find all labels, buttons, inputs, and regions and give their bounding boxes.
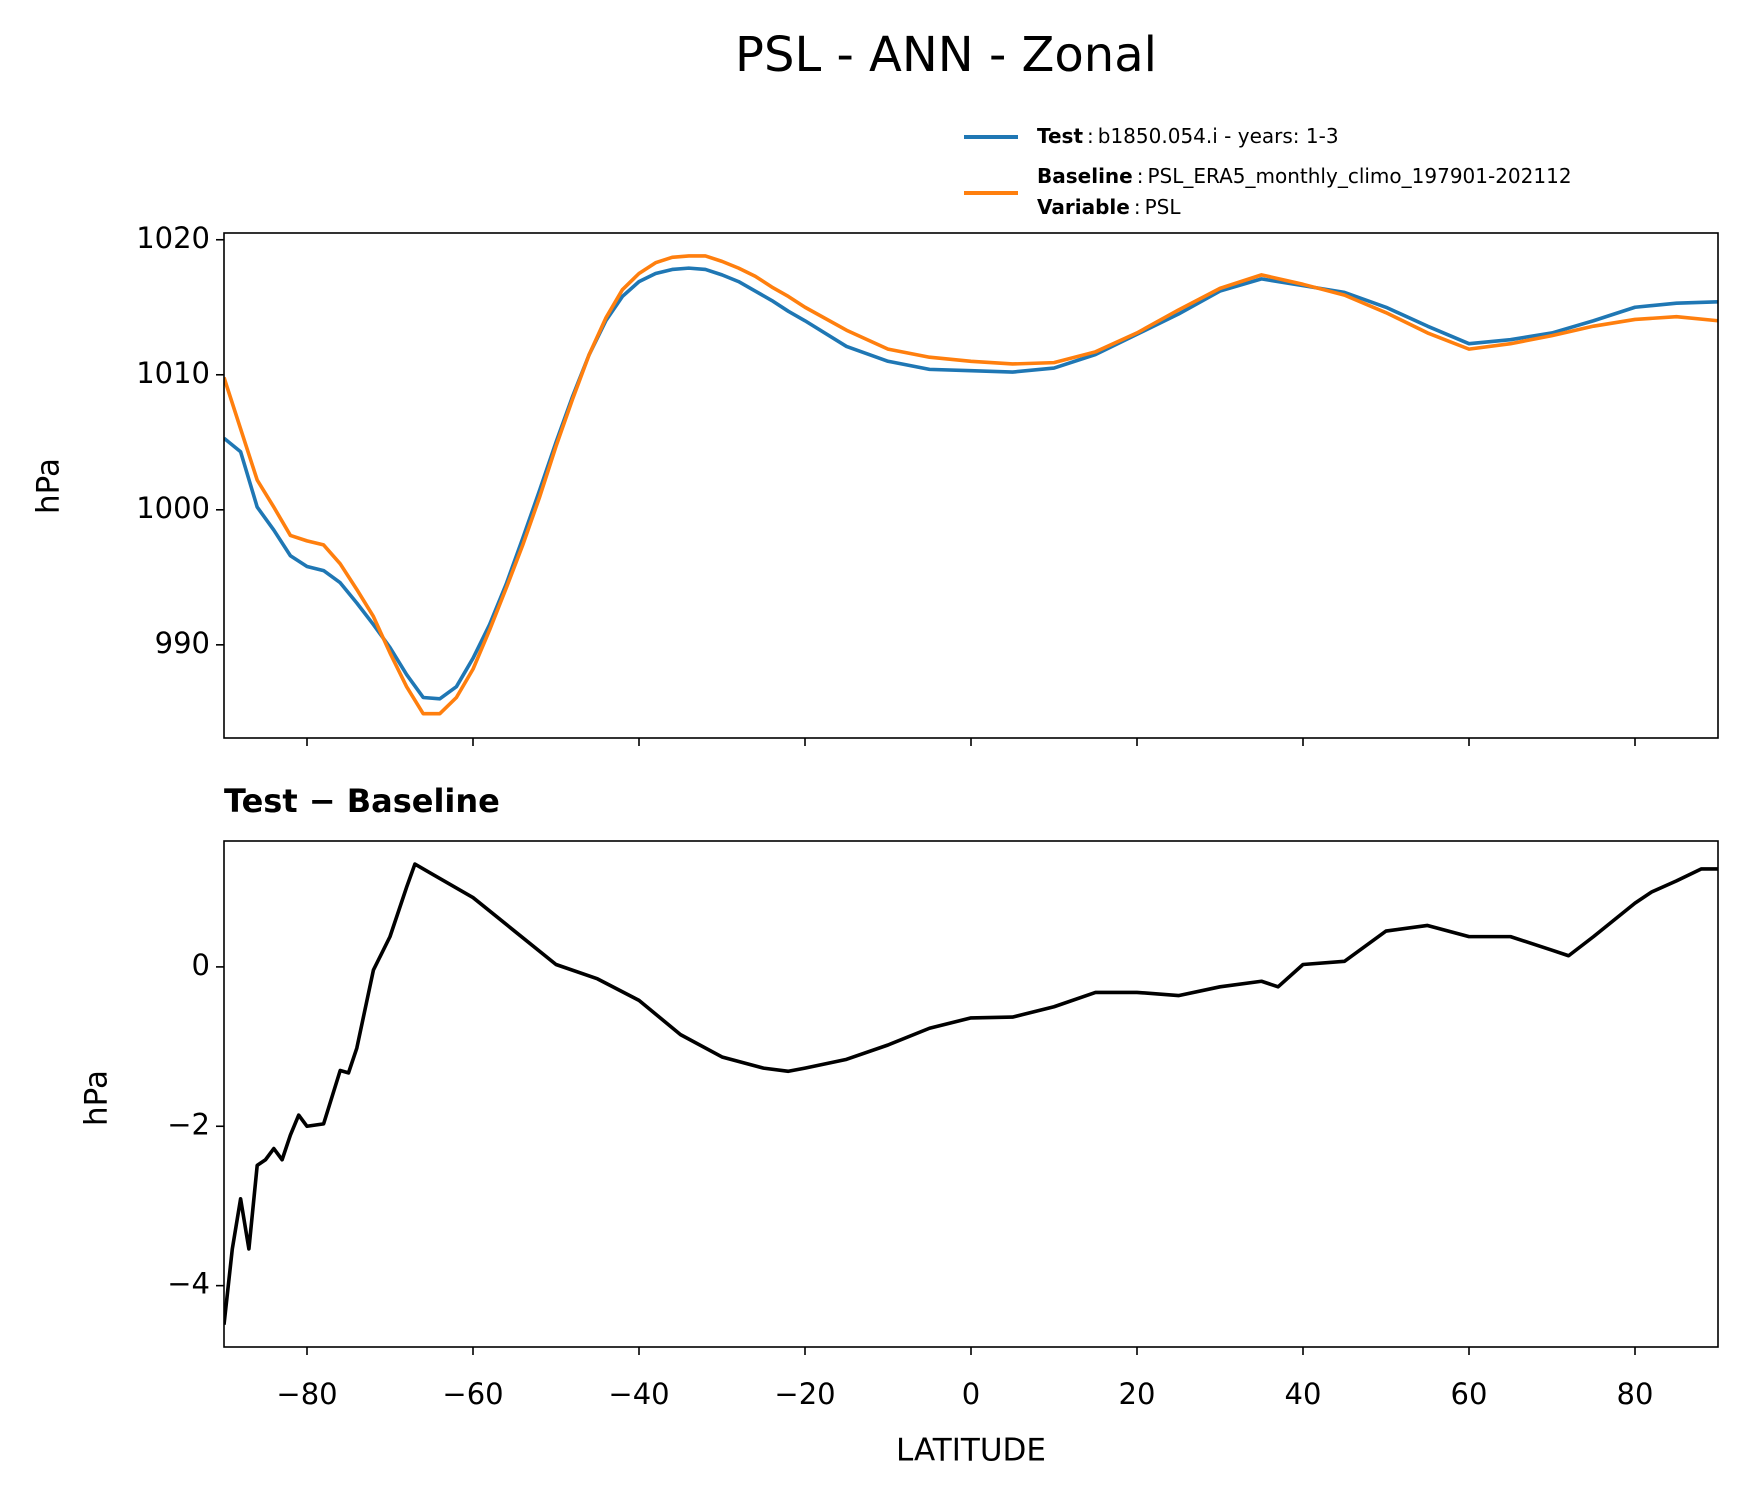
legend-entry: Variable: PSL	[1037, 195, 1181, 219]
y-tick-label: 1010	[136, 356, 210, 390]
x-tick-label: −20	[774, 1377, 835, 1411]
legend-separator: :	[1087, 124, 1094, 148]
axes-frame	[223, 840, 1719, 1348]
x-tick-label: 40	[1285, 1377, 1322, 1411]
y-tick-label: −4	[167, 1267, 210, 1301]
legend-name: Variable	[1037, 195, 1130, 219]
legend-description: PSL	[1145, 195, 1182, 219]
x-tick-label: −80	[276, 1377, 337, 1411]
legend-description: b1850.054.i - years: 1-3	[1098, 124, 1339, 148]
y-axis-label: hPa	[79, 1070, 115, 1126]
x-axis-label: LATITUDE	[896, 1433, 1046, 1469]
y-tick-label: −2	[167, 1107, 210, 1141]
x-tick-label: 20	[1119, 1377, 1156, 1411]
legend-entry: Baseline: PSL_ERA5_monthly_climo_197901-2…	[1037, 164, 1572, 188]
legend: Test: b1850.054.i - years: 1-3 Baseline: P…	[964, 124, 1572, 219]
legend-name: Baseline	[1037, 164, 1133, 188]
x-tick-label: 80	[1617, 1377, 1654, 1411]
legend-name: Test	[1037, 124, 1083, 148]
x-tick-label: −60	[442, 1377, 503, 1411]
figure-title: PSL - ANN - Zonal	[735, 27, 1157, 83]
legend-description: PSL_ERA5_monthly_climo_197901-202112	[1147, 164, 1571, 188]
x-tick-label: 0	[962, 1377, 980, 1411]
legend-separator: :	[1134, 195, 1141, 219]
y-axis-label: hPa	[31, 458, 67, 514]
data-line	[224, 862, 1718, 1325]
y-tick-label: 1000	[136, 491, 210, 525]
data-line	[224, 254, 1718, 716]
y-tick-label: 0	[192, 948, 210, 982]
legend-entry: Test: b1850.054.i - years: 1-3	[1037, 124, 1339, 148]
legend-separator: :	[1137, 164, 1144, 188]
x-tick-label: 60	[1451, 1377, 1488, 1411]
subplot-title: Test − Baseline	[224, 782, 500, 820]
x-tick-label: −40	[608, 1377, 669, 1411]
axes-frame	[223, 232, 1719, 739]
y-tick-label: 1020	[136, 221, 210, 255]
y-tick-label: 990	[155, 626, 210, 660]
